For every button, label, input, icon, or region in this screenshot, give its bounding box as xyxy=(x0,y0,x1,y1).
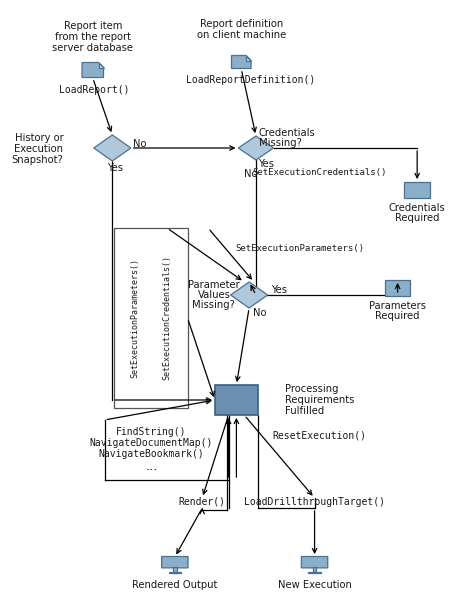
Text: No: No xyxy=(253,308,266,318)
Bar xyxy=(173,568,176,573)
Text: Values: Values xyxy=(197,290,230,300)
Bar xyxy=(168,572,180,573)
Text: Required: Required xyxy=(394,213,438,223)
Polygon shape xyxy=(231,55,250,69)
Text: Execution: Execution xyxy=(14,144,63,154)
Text: Required: Required xyxy=(374,311,419,321)
Text: Parameters: Parameters xyxy=(368,301,425,311)
Polygon shape xyxy=(82,63,103,78)
Text: ResetExecution(): ResetExecution() xyxy=(272,430,366,440)
Text: New Execution: New Execution xyxy=(277,580,351,590)
Text: SetExecutionCredentials(): SetExecutionCredentials() xyxy=(252,167,386,176)
Text: SetExecutionParameters(): SetExecutionParameters() xyxy=(130,258,139,378)
Text: Report item: Report item xyxy=(64,21,122,31)
Text: History or: History or xyxy=(15,133,63,143)
Text: Yes: Yes xyxy=(258,159,273,169)
Polygon shape xyxy=(246,55,250,60)
Text: Report definition: Report definition xyxy=(199,19,282,29)
Text: No: No xyxy=(244,169,257,179)
Bar xyxy=(384,280,410,296)
Text: LoadReportDefinition(): LoadReportDefinition() xyxy=(186,75,315,85)
Bar xyxy=(308,572,320,573)
Text: from the report: from the report xyxy=(55,32,130,42)
Text: Missing?: Missing? xyxy=(258,138,301,148)
FancyBboxPatch shape xyxy=(161,556,188,568)
Text: Render(): Render() xyxy=(178,497,225,507)
Polygon shape xyxy=(238,136,273,160)
Text: server database: server database xyxy=(52,43,133,53)
Text: NavigateDocumentMap(): NavigateDocumentMap() xyxy=(89,438,212,448)
Text: LoadDrillthroughTarget(): LoadDrillthroughTarget() xyxy=(244,497,384,507)
Bar xyxy=(214,385,258,415)
Text: Yes: Yes xyxy=(270,285,286,295)
Bar xyxy=(114,228,187,408)
Text: Processing: Processing xyxy=(285,384,338,394)
Text: SetExecutionParameters(): SetExecutionParameters() xyxy=(235,243,364,252)
Text: LoadReport(): LoadReport() xyxy=(60,85,130,95)
Polygon shape xyxy=(98,63,103,67)
Text: Missing?: Missing? xyxy=(192,300,235,310)
Text: Requirements: Requirements xyxy=(285,395,354,405)
Text: SetExecutionCredentials(): SetExecutionCredentials() xyxy=(162,255,171,380)
Text: ...: ... xyxy=(145,459,157,473)
Polygon shape xyxy=(230,282,267,308)
Text: Credentials: Credentials xyxy=(388,203,445,213)
Text: on client machine: on client machine xyxy=(196,30,285,40)
FancyBboxPatch shape xyxy=(301,556,327,568)
Polygon shape xyxy=(93,135,131,161)
Text: Parameter: Parameter xyxy=(188,280,239,290)
Text: Yes: Yes xyxy=(107,163,123,173)
Text: Snapshot?: Snapshot? xyxy=(12,155,63,165)
Text: No: No xyxy=(133,139,146,149)
Text: Rendered Output: Rendered Output xyxy=(132,580,217,590)
Text: FindString(): FindString() xyxy=(116,427,186,437)
Text: Fulfilled: Fulfilled xyxy=(285,406,324,416)
Text: Credentials: Credentials xyxy=(258,128,315,138)
Text: NavigateBookmark(): NavigateBookmark() xyxy=(98,449,204,459)
Bar xyxy=(312,568,316,573)
Bar xyxy=(404,182,429,198)
